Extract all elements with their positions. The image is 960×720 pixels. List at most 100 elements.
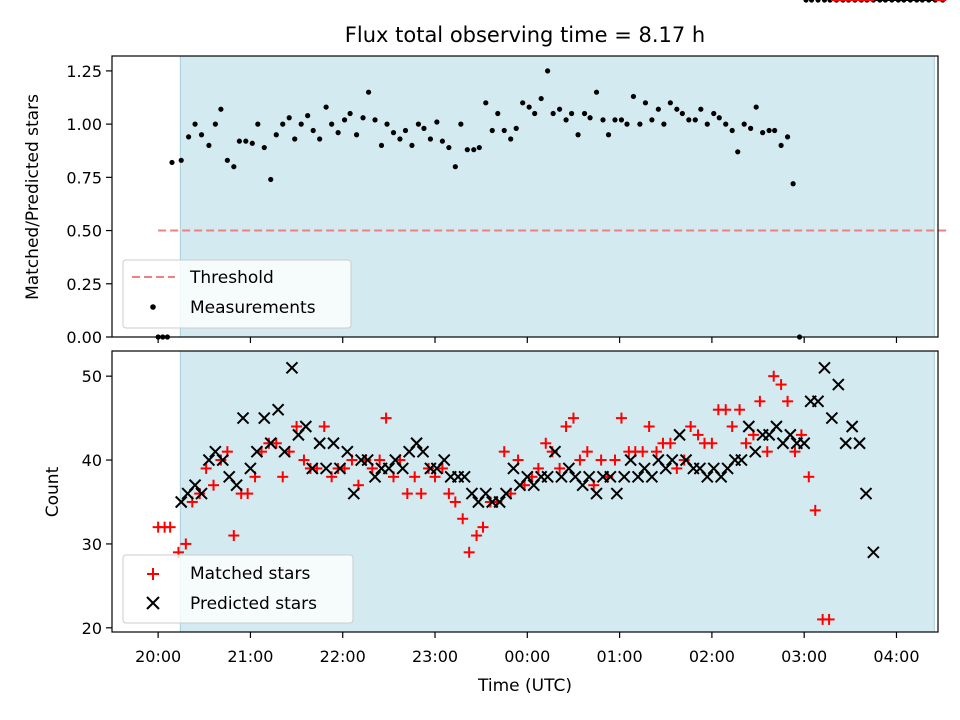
matched-star-point	[374, 454, 386, 466]
bottom-plot-frame	[111, 350, 939, 633]
predicted-star-point	[236, 411, 250, 425]
measurement-point	[236, 138, 242, 144]
top-panel: 0.00 0.25 0.50 0.75 1.00 1.25 Matched/Predict…	[23, 0, 948, 347]
predicted-star-point	[811, 395, 825, 408]
x-tick-label: 20:00	[135, 647, 181, 666]
matched-star-point	[443, 488, 455, 500]
predicted-star-point	[250, 445, 264, 458]
predicted-star-point	[839, 437, 852, 450]
measurement-point	[372, 117, 378, 123]
predicted-star-point	[361, 453, 374, 467]
matched-star-point	[615, 412, 627, 424]
measurement-point	[261, 144, 267, 151]
predicted-star-point	[382, 462, 396, 475]
measurement-point	[489, 127, 495, 134]
matched-star-point	[228, 530, 240, 542]
measurement-point	[729, 127, 735, 134]
y-tick-label: 50	[82, 367, 102, 386]
measurement-point	[545, 68, 551, 74]
matched-star-point	[180, 538, 192, 550]
bottom-legend: Matched stars Predicted stars	[122, 554, 354, 624]
measurement-point	[575, 132, 581, 138]
predicted-star-point	[341, 445, 354, 458]
predicted-star-point	[714, 470, 728, 484]
measurement-point	[624, 121, 630, 127]
predicted-star-point	[416, 445, 430, 458]
matched-star-point	[809, 504, 821, 516]
measurement-point	[249, 140, 255, 146]
x-tick-label: 04:00	[873, 647, 919, 666]
matched-star-point	[567, 412, 579, 424]
measurement-point	[483, 100, 489, 106]
measurement-point	[292, 136, 298, 142]
measurement-point	[550, 110, 556, 117]
measurement-point	[815, 0, 821, 3]
measurement-point	[192, 121, 198, 127]
legend-predicted-label: Predicted stars	[190, 594, 317, 614]
y-tick-label: 0.25	[66, 275, 102, 294]
predicted-star-point	[396, 462, 409, 475]
measurement-point	[317, 136, 323, 142]
matched-star-point	[463, 546, 475, 558]
predicted-star-point	[175, 495, 188, 509]
measurement-point	[803, 0, 809, 3]
top-y-ticks: 0.00 0.25 0.50 0.75 1.00 1.25	[66, 62, 112, 347]
predicted-star-point	[631, 470, 645, 484]
measurement-point	[630, 93, 637, 100]
measurement-point	[458, 121, 464, 127]
matched-star-point	[298, 454, 310, 466]
legend-matched-label: Matched stars	[190, 564, 310, 584]
y-tick-label: 0.00	[66, 328, 102, 347]
predicted-star-point	[735, 453, 748, 467]
matched-star-point	[318, 420, 330, 432]
predicted-star-point	[742, 420, 756, 433]
measurement-point	[231, 164, 237, 170]
y-tick-label: 20	[82, 619, 102, 638]
matched-star-point	[782, 395, 794, 407]
measurement-point	[735, 149, 741, 155]
matched-star-point	[789, 446, 801, 458]
matched-star-point	[449, 496, 461, 508]
measurement-point	[655, 106, 661, 112]
legend-matched-swatch	[147, 568, 159, 580]
matched-star-point	[471, 530, 483, 542]
y-tick-label: 30	[82, 535, 102, 554]
measurement-point	[569, 110, 575, 117]
measurement-point	[286, 115, 292, 121]
measurement-point	[711, 110, 717, 117]
measurement-point	[415, 121, 422, 127]
measurement-point	[341, 117, 348, 123]
matched-star-point	[685, 420, 697, 432]
measurement-point	[741, 121, 747, 127]
measurement-point	[427, 136, 434, 142]
predicted-star-point	[845, 420, 859, 433]
measurement-point	[186, 134, 192, 140]
measurement-point	[360, 115, 366, 121]
y-tick-label: 1.00	[66, 115, 102, 134]
predicted-star-point	[299, 420, 313, 433]
measurement-point	[667, 100, 673, 106]
matched-star-point	[637, 446, 649, 458]
predicted-star-point	[665, 453, 679, 467]
matched-star-point	[242, 488, 254, 500]
measurement-point	[390, 130, 397, 136]
predicted-star-point	[327, 437, 340, 450]
matched-star-point	[643, 420, 655, 432]
legend-measurements-swatch	[150, 304, 156, 310]
y-tick-label: 1.25	[66, 62, 102, 81]
matched-star-point	[761, 446, 773, 458]
x-tick-label: 02:00	[689, 647, 735, 666]
measurement-point	[538, 95, 544, 102]
measurement-point	[605, 132, 612, 138]
measurement-point	[581, 110, 588, 117]
measurement-point	[243, 138, 249, 144]
measurement-point	[378, 142, 385, 149]
matched-star-point	[457, 513, 469, 525]
measurement-point	[821, 0, 828, 3]
predicted-star-point	[278, 445, 291, 458]
measurement-point	[808, 0, 815, 3]
measurement-point	[310, 127, 316, 134]
predicted-star-point	[313, 437, 326, 450]
matched-star-point	[754, 395, 766, 407]
measurement-point	[178, 157, 184, 163]
